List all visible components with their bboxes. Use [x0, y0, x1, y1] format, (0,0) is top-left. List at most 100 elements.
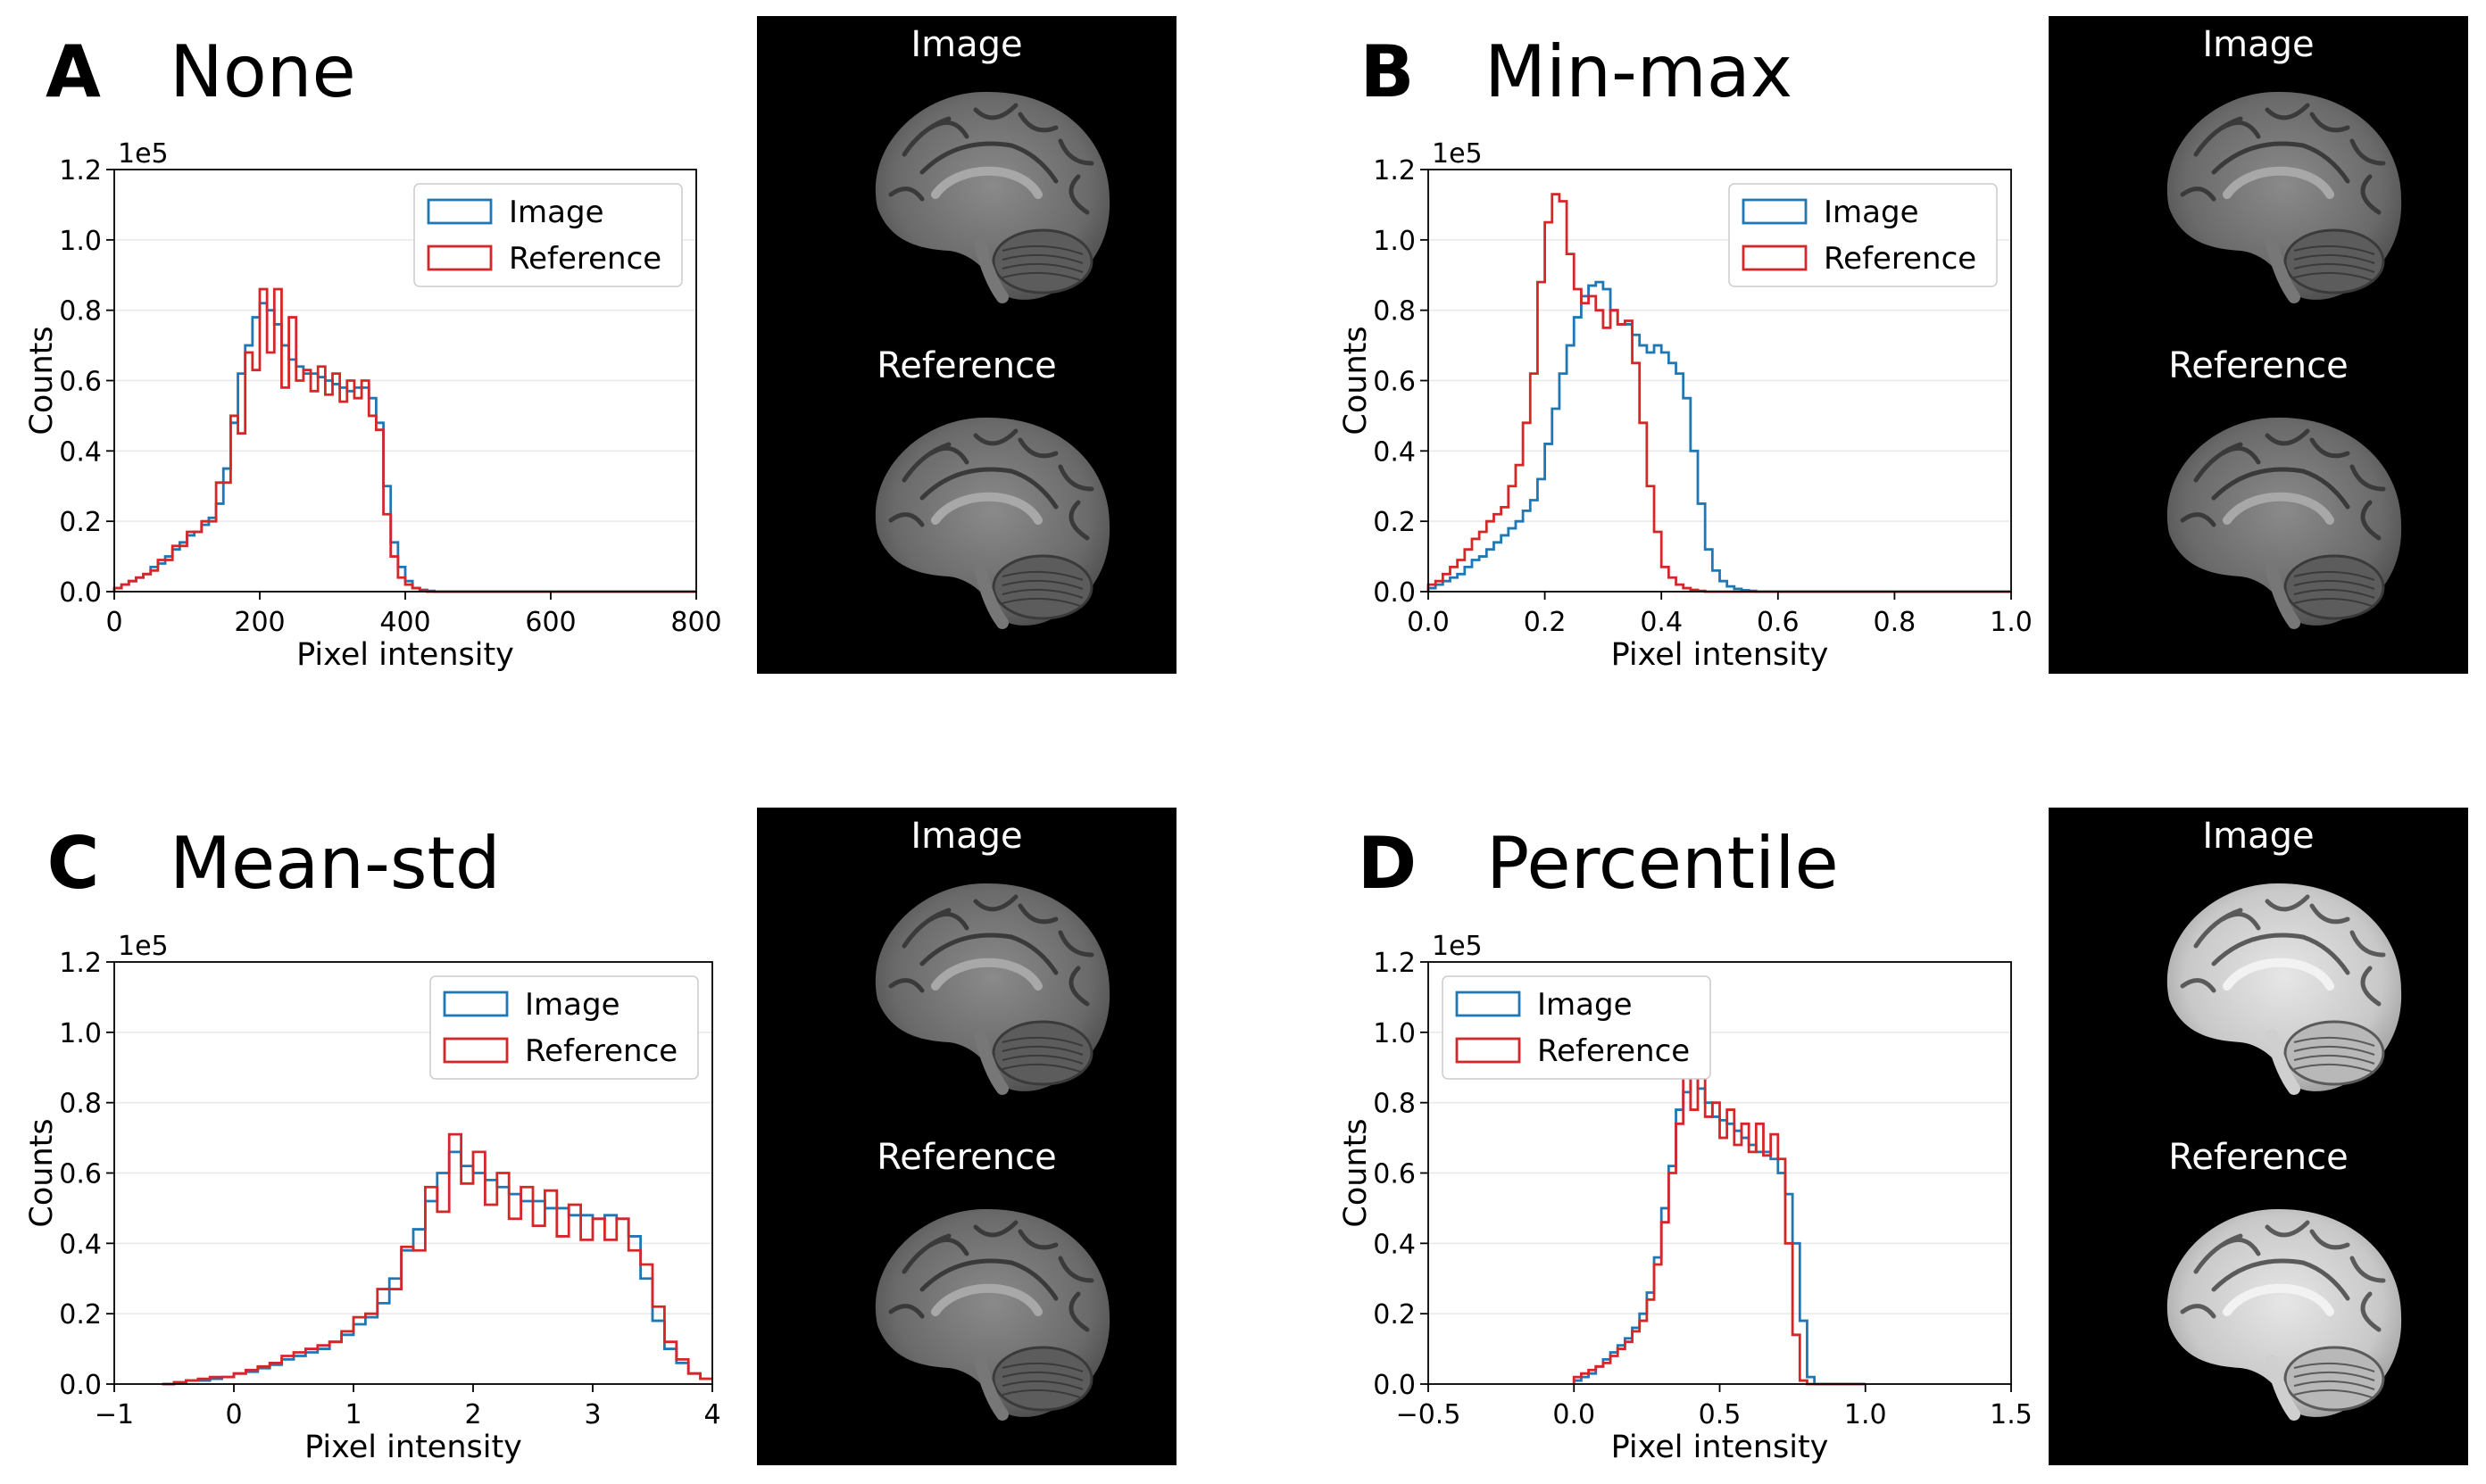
y-tick-label: 1.2 — [1373, 948, 1416, 979]
histogram-reference — [162, 1132, 712, 1386]
brain-image-cerebellum-fold — [2293, 245, 2375, 255]
brain-image-callosum — [931, 166, 1043, 199]
brain-reference-fold — [919, 1258, 1014, 1292]
brain-image-cerebellum-fold — [1002, 1063, 1084, 1074]
brain-image-fold — [1018, 112, 1059, 133]
legend-swatch-image — [1742, 198, 1808, 225]
y-tick-label: 0.0 — [1373, 577, 1416, 609]
brain-reference-fold — [2180, 1304, 2216, 1319]
inset-label-image: Image — [2202, 24, 2314, 65]
brain-image-fold — [1009, 934, 1059, 975]
brain-image-fold — [2349, 930, 2386, 958]
brain-image-fold — [1058, 930, 1094, 958]
inset-label-reference: Reference — [2168, 1137, 2348, 1178]
brain-image-fold — [2300, 934, 2350, 975]
x-tick-label: 400 — [379, 607, 430, 638]
legend: Image Reference — [429, 975, 699, 1080]
brain-reference-brainstem — [974, 563, 1009, 629]
brain-image-fold — [973, 103, 1019, 120]
brain-reference-cerebellum-fold — [1002, 1389, 1084, 1399]
brain-image-fold — [928, 120, 969, 139]
brain-reference-fold — [919, 467, 1014, 501]
brain-image — [2166, 883, 2402, 1095]
brain-reference-fold — [973, 428, 1019, 446]
y-tick-label: 1.0 — [1373, 226, 1416, 257]
legend-swatch-reference — [1742, 245, 1808, 271]
brain-image-cerebellum-fold — [1002, 271, 1084, 282]
inset-label-image: Image — [910, 816, 1022, 857]
brain-reference-fold — [2360, 1291, 2382, 1332]
brain-reference-cerebellum-fold — [2293, 597, 2375, 608]
brain-reference-callosum — [931, 1283, 1043, 1316]
brain-image-fold — [2360, 174, 2382, 215]
brain-reference-brainstem — [2266, 563, 2300, 629]
brain-reference — [875, 417, 1110, 629]
inset-label-reference: Reference — [2168, 345, 2348, 386]
brain-reference-fold — [2349, 464, 2386, 492]
y-tick-label: 1.2 — [59, 155, 102, 187]
legend: Image Reference — [413, 183, 683, 287]
x-tick-label: 4 — [703, 1399, 720, 1430]
brain-reference-cerebellum-fold — [2293, 1389, 2375, 1399]
x-tick-label: 0.0 — [1407, 607, 1450, 638]
inset-label-image: Image — [2202, 816, 2314, 857]
legend-swatch-reference — [443, 1037, 509, 1064]
x-tick-label: 3 — [584, 1399, 601, 1430]
legend-label: Reference — [525, 1033, 678, 1069]
histogram-reference — [112, 287, 696, 593]
brain-image-fold — [2309, 112, 2350, 133]
brain-reference-fold — [2220, 1237, 2261, 1256]
brain-image-fold — [1009, 143, 1059, 184]
y-multiplier: 1e5 — [118, 138, 169, 170]
brain-image — [875, 883, 1110, 1095]
y-axis-label: Counts — [1338, 1118, 1374, 1227]
x-tick-label: 1.0 — [1844, 1399, 1887, 1430]
brain-reference-callosum — [2223, 492, 2334, 525]
panel-letter: B — [1360, 30, 1415, 113]
brain-image-callosum — [2223, 958, 2334, 991]
y-tick-label: 0.2 — [59, 507, 102, 538]
legend-swatch-image — [1455, 991, 1521, 1017]
brain-reference-fold — [2211, 467, 2306, 501]
x-tick-label: 0.0 — [1552, 1399, 1595, 1430]
y-multiplier: 1e5 — [118, 931, 169, 962]
legend-label: Reference — [509, 241, 661, 277]
brain-reference-cerebellum-fold — [1002, 570, 1084, 581]
x-tick-label: 0 — [225, 1399, 242, 1430]
brain-reference-cerebellum-fold — [2293, 579, 2375, 590]
brain-image-cerebellum-fold — [2293, 271, 2375, 282]
brain-reference-fold — [2265, 1220, 2310, 1238]
y-tick-label: 0.2 — [1373, 1299, 1416, 1331]
x-axis-label: Pixel intensity — [304, 1430, 522, 1465]
brain-image-cerebellum-fold — [1002, 245, 1084, 255]
legend-label: Reference — [1824, 241, 1976, 277]
legend-label: Image — [1824, 195, 1918, 230]
brain-image-cerebellum-fold — [1002, 1054, 1084, 1065]
panel-a: A None 0.0 0.2 0.4 0.6 0.8 1.0 1.2 0 200 400 600 800 1… — [24, 16, 1176, 674]
legend-swatch-reference — [427, 245, 493, 271]
x-tick-label: 1.0 — [1990, 607, 2033, 638]
y-tick-label: 0.8 — [59, 296, 102, 327]
inset-images: Image Reference — [2049, 16, 2468, 674]
brain-image-fold — [919, 933, 1014, 966]
brain-image-fold — [2180, 187, 2216, 202]
inset-images: Image Reference — [2049, 808, 2468, 1465]
brain-image-callosum — [931, 958, 1043, 991]
brain-image-fold — [2300, 143, 2350, 184]
brain-image-cerebellum-fold — [1002, 253, 1084, 264]
inset-label-reference: Reference — [877, 345, 1056, 386]
y-tick-label: 0.6 — [1373, 367, 1416, 398]
brain-reference-cerebellum-fold — [2293, 1380, 2375, 1390]
x-tick-label: 0.8 — [1874, 607, 1916, 638]
y-tick-label: 0.0 — [59, 577, 102, 609]
y-tick-label: 0.8 — [59, 1089, 102, 1120]
brain-reference — [2166, 417, 2402, 629]
y-tick-label: 1.2 — [59, 948, 102, 979]
brain-image-fold — [2360, 966, 2382, 1007]
histogram-image — [112, 302, 696, 593]
brain-reference-fold — [1009, 1260, 1059, 1301]
brain-image-fold — [2211, 933, 2306, 966]
brain-reference-callosum — [2223, 1283, 2334, 1316]
legend-label: Image — [1537, 987, 1632, 1023]
